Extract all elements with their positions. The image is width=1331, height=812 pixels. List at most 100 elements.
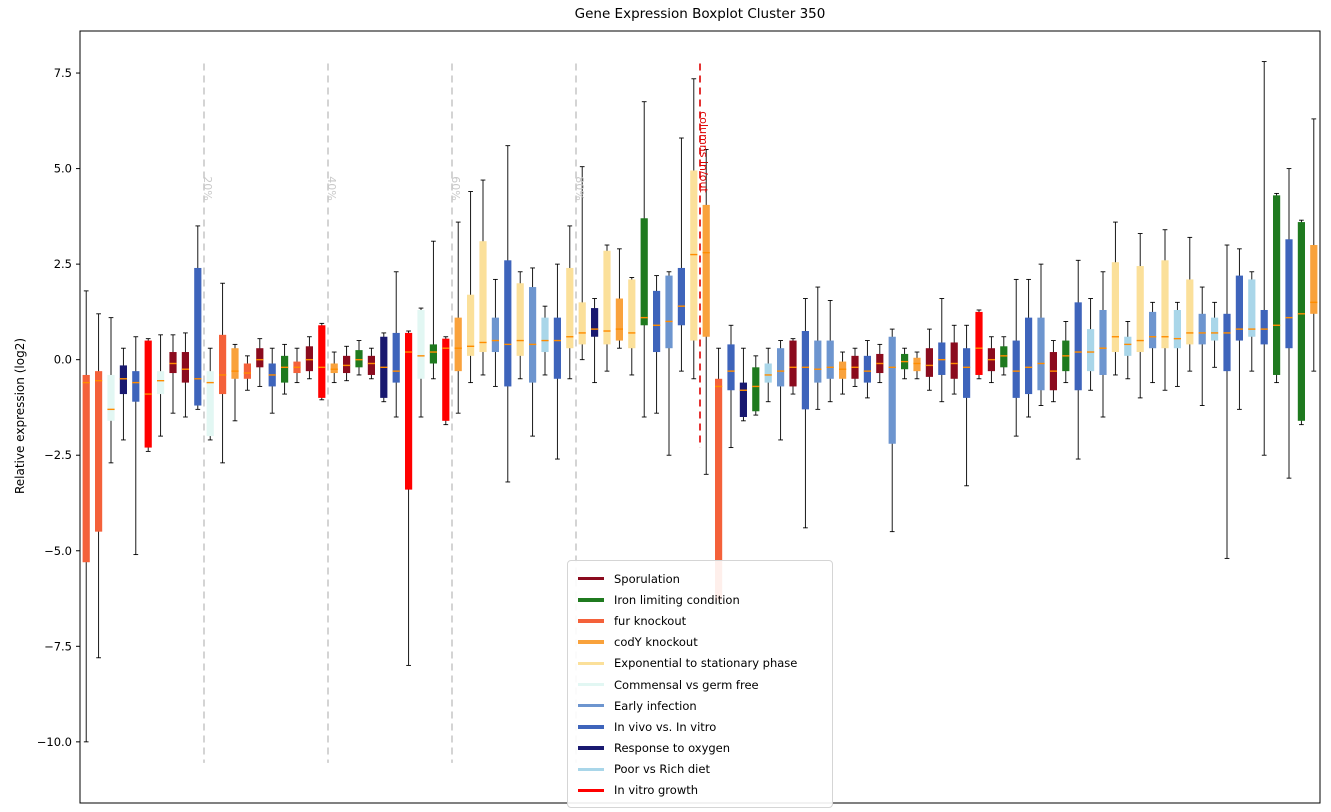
box-rect bbox=[181, 352, 189, 383]
boxplot-box bbox=[665, 271, 673, 456]
box-rect bbox=[256, 348, 264, 368]
y-tick-label: −5.0 bbox=[44, 544, 72, 558]
boxplot-box bbox=[1087, 298, 1095, 391]
box-rect bbox=[578, 302, 586, 345]
reference-line-label: 80% bbox=[573, 176, 586, 200]
box-rect bbox=[491, 317, 499, 353]
box-rect bbox=[1260, 309, 1268, 345]
box-rect bbox=[516, 283, 524, 356]
box-rect bbox=[1186, 279, 1194, 345]
boxplot-box bbox=[1149, 301, 1157, 384]
boxplot-box bbox=[1248, 271, 1256, 372]
box-rect bbox=[739, 382, 747, 417]
box-rect bbox=[1161, 260, 1169, 349]
boxplot-box bbox=[491, 278, 499, 387]
box-rect bbox=[1248, 279, 1256, 337]
box-rect bbox=[119, 365, 127, 395]
box-rect bbox=[1111, 262, 1119, 353]
boxplot-box bbox=[839, 351, 847, 395]
box-rect bbox=[553, 317, 561, 379]
box-rect bbox=[169, 352, 177, 374]
boxplot-box bbox=[1198, 286, 1206, 406]
legend-item: Sporulation bbox=[578, 568, 822, 589]
boxplot-box bbox=[777, 340, 785, 441]
boxplot-box bbox=[1161, 229, 1169, 391]
box-rect bbox=[752, 367, 760, 412]
box-rect bbox=[677, 267, 685, 326]
box-rect bbox=[727, 344, 735, 391]
legend-label: In vivo vs. In vitro bbox=[614, 719, 717, 734]
boxplot-box bbox=[690, 78, 698, 380]
box-rect bbox=[826, 340, 834, 379]
boxplot-box bbox=[739, 347, 747, 422]
boxplot-box bbox=[1099, 271, 1107, 418]
boxplot-box bbox=[677, 137, 685, 372]
box-rect bbox=[814, 340, 822, 383]
boxplot-box bbox=[82, 290, 90, 743]
box-rect bbox=[231, 348, 239, 379]
box-rect bbox=[367, 355, 375, 375]
box-rect bbox=[789, 340, 797, 387]
boxplot-box bbox=[578, 166, 586, 361]
box-rect bbox=[628, 279, 636, 349]
box-rect bbox=[1099, 309, 1107, 375]
box-rect bbox=[925, 348, 933, 377]
box-rect bbox=[318, 325, 326, 398]
boxplot-box bbox=[876, 343, 884, 384]
boxplot-box bbox=[851, 347, 859, 387]
legend-swatch bbox=[578, 767, 604, 772]
boxplot-box bbox=[901, 347, 909, 380]
boxplot-box bbox=[603, 244, 611, 372]
box-rect bbox=[975, 311, 983, 375]
boxplot-box bbox=[925, 328, 933, 391]
box-rect bbox=[591, 308, 599, 337]
boxplot-box bbox=[1074, 259, 1082, 460]
box-rect bbox=[1124, 336, 1132, 356]
boxplot-box bbox=[119, 347, 127, 441]
box-rect bbox=[305, 346, 313, 372]
legend-label: Commensal vs germ free bbox=[614, 677, 759, 692]
box-rect bbox=[541, 317, 549, 353]
boxplot-box bbox=[181, 332, 189, 418]
boxplot-box bbox=[516, 271, 524, 380]
box-rect bbox=[715, 378, 723, 601]
box-rect bbox=[1235, 275, 1243, 341]
y-tick-label: −10.0 bbox=[37, 735, 72, 749]
boxplot-box bbox=[1173, 301, 1181, 387]
y-tick-label: 7.5 bbox=[54, 66, 72, 80]
legend-label: Exponential to stationary phase bbox=[614, 656, 798, 671]
box-rect bbox=[665, 275, 673, 349]
legend-swatch bbox=[578, 576, 604, 581]
legend: Sporulation Iron limiting condition fur kn… bbox=[567, 560, 833, 809]
box-rect bbox=[653, 290, 661, 353]
box-rect bbox=[1310, 245, 1318, 314]
box-rect bbox=[417, 309, 425, 379]
boxplot-box bbox=[157, 334, 165, 437]
box-rect bbox=[194, 267, 202, 406]
boxplot-box bbox=[653, 275, 661, 414]
boxplot-box bbox=[467, 191, 475, 384]
legend-item: Exponential to stationary phase bbox=[578, 653, 822, 674]
legend-label: Early infection bbox=[614, 698, 697, 713]
boxplot-box bbox=[702, 149, 710, 475]
box-rect bbox=[281, 355, 289, 383]
boxplot-box bbox=[1310, 118, 1318, 372]
box-rect bbox=[1285, 239, 1293, 349]
box-rect bbox=[405, 332, 413, 490]
boxplot-box bbox=[231, 343, 239, 422]
boxplot-box bbox=[1124, 321, 1132, 380]
box-rect bbox=[82, 374, 90, 563]
boxplot-box bbox=[591, 298, 599, 384]
box-rect bbox=[454, 317, 462, 372]
box-rect bbox=[219, 334, 227, 395]
box-rect bbox=[702, 204, 710, 337]
boxplot-box bbox=[1297, 219, 1305, 426]
legend-swatch bbox=[578, 661, 604, 666]
boxes-layer bbox=[82, 61, 1318, 743]
legend-item: Early infection bbox=[578, 695, 822, 716]
boxplot-box bbox=[1235, 248, 1243, 410]
legend-swatch bbox=[578, 746, 604, 750]
box-rect bbox=[938, 342, 946, 375]
box-rect bbox=[1000, 346, 1008, 368]
axes-layer: 7.5 5.0 2.5 0.0 −2.5 −5.0 −7.5 −10.0 bbox=[37, 30, 1321, 804]
